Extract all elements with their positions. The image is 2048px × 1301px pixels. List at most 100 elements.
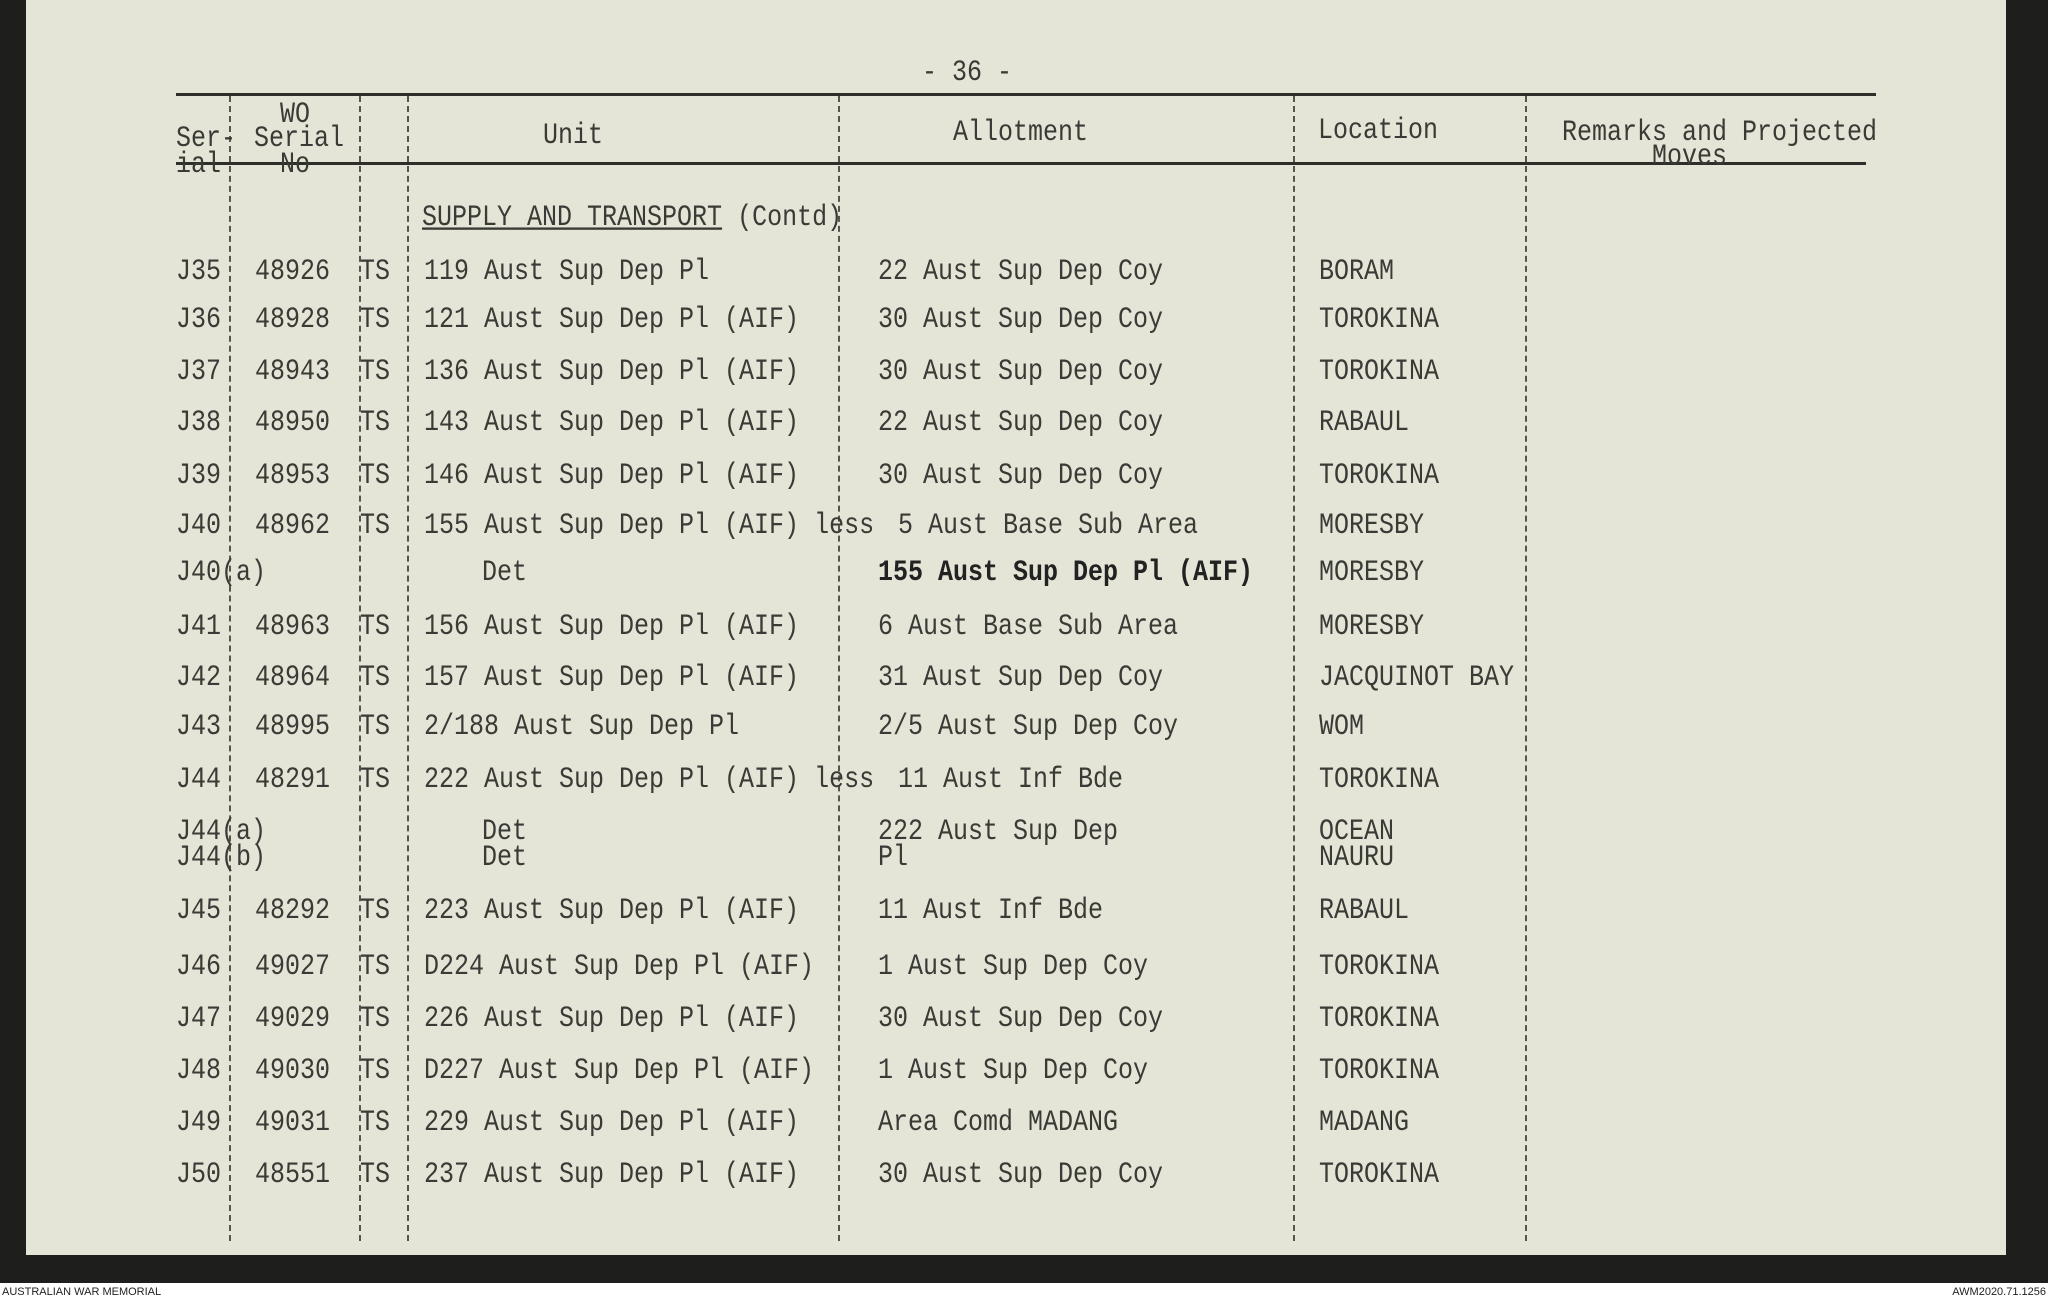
cell-location: TOROKINA <box>1319 354 1440 389</box>
cell-serial: J44 <box>176 762 222 797</box>
header-wo: No <box>280 147 311 182</box>
cell-serial: J49 <box>176 1105 222 1140</box>
cell-unit: 2/188 Aust Sup Dep Pl <box>424 709 740 744</box>
cell-wo: 49031 <box>255 1105 331 1140</box>
cell-wo: 48953 <box>255 458 331 493</box>
cell-allotment: 1 Aust Sup Dep Coy <box>878 949 1149 984</box>
cell-serial: J43 <box>176 709 222 744</box>
footer-credit: AUSTRALIAN WAR MEMORIAL <box>2 1286 162 1298</box>
cell-unit: 121 Aust Sup Dep Pl (AIF) <box>424 302 800 337</box>
cell-ts: TS <box>360 949 391 984</box>
cell-unit: Det <box>482 555 528 590</box>
cell-serial: J38 <box>176 405 222 440</box>
cell-allotment: 11 Aust Inf Bde <box>878 893 1104 928</box>
section-heading: SUPPLY AND TRANSPORT (Contd) <box>422 200 842 235</box>
cell-allotment: 30 Aust Sup Dep Coy <box>878 354 1164 389</box>
column-divider <box>229 96 231 1241</box>
cell-wo: 48964 <box>255 660 331 695</box>
cell-wo: 48928 <box>255 302 331 337</box>
cell-serial: J47 <box>176 1001 222 1036</box>
cell-allotment: 31 Aust Sup Dep Coy <box>878 660 1164 695</box>
cell-ts: TS <box>360 1105 391 1140</box>
header-wo: Serial <box>254 121 345 156</box>
cell-wo: 48926 <box>255 254 331 289</box>
cell-location: TOROKINA <box>1319 302 1440 337</box>
cell-allotment: 155 Aust Sup Dep Pl (AIF) <box>878 555 1254 590</box>
cell-serial: J36 <box>176 302 222 337</box>
cell-serial: J50 <box>176 1157 222 1192</box>
cell-unit: 226 Aust Sup Dep Pl (AIF) <box>424 1001 800 1036</box>
header-allotment: Allotment <box>953 115 1089 150</box>
cell-allotment: 11 Aust Inf Bde <box>898 762 1124 797</box>
cell-wo: 48292 <box>255 893 331 928</box>
cell-allotment: 1 Aust Sup Dep Coy <box>878 1053 1149 1088</box>
column-divider <box>407 96 409 1241</box>
cell-wo: 48950 <box>255 405 331 440</box>
column-divider <box>359 96 361 1241</box>
cell-allotment: Pl <box>878 840 909 875</box>
cell-allotment: Area Comd MADANG <box>878 1105 1119 1140</box>
cell-wo: 48962 <box>255 508 331 543</box>
cell-unit: 223 Aust Sup Dep Pl (AIF) <box>424 893 800 928</box>
cell-serial: J39 <box>176 458 222 493</box>
header-remarks: Remarks and Projected <box>1562 115 1878 150</box>
header-serial: Ser- <box>176 121 237 156</box>
cell-serial: J46 <box>176 949 222 984</box>
cell-location: OCEAN <box>1319 814 1395 849</box>
cell-allotment: 5 Aust Base Sub Area <box>898 508 1199 543</box>
cell-ts: TS <box>360 508 391 543</box>
footer-reference: AWM2020.71.1256 <box>1952 1286 2046 1298</box>
cell-unit: Det <box>482 814 528 849</box>
document-page <box>26 0 2006 1255</box>
cell-ts: TS <box>360 405 391 440</box>
cell-unit: 156 Aust Sup Dep Pl (AIF) <box>424 609 800 644</box>
cell-unit: 146 Aust Sup Dep Pl (AIF) <box>424 458 800 493</box>
footer: AUSTRALIAN WAR MEMORIAL AWM2020.71.1256 <box>0 1283 2048 1301</box>
cell-allotment: 22 Aust Sup Dep Coy <box>878 405 1164 440</box>
cell-location: TOROKINA <box>1319 1001 1440 1036</box>
cell-wo: 48551 <box>255 1157 331 1192</box>
cell-unit: Det <box>482 840 528 875</box>
cell-location: TOROKINA <box>1319 458 1440 493</box>
cell-location: JACQUINOT BAY <box>1319 660 1515 695</box>
top-rule <box>176 93 1876 96</box>
cell-wo: 49029 <box>255 1001 331 1036</box>
cell-serial: J44(b) <box>176 840 267 875</box>
header-rule <box>176 162 1866 165</box>
column-divider <box>1525 96 1527 1241</box>
cell-unit: 222 Aust Sup Dep Pl (AIF) less <box>424 762 875 797</box>
cell-allotment: 30 Aust Sup Dep Coy <box>878 1001 1164 1036</box>
cell-location: TOROKINA <box>1319 1157 1440 1192</box>
cell-ts: TS <box>360 1001 391 1036</box>
cell-ts: TS <box>360 458 391 493</box>
cell-location: RABAUL <box>1319 893 1410 928</box>
cell-location: MADANG <box>1319 1105 1410 1140</box>
cell-location: TOROKINA <box>1319 1053 1440 1088</box>
cell-location: NAURU <box>1319 840 1395 875</box>
cell-location: WOM <box>1319 709 1365 744</box>
cell-unit: 237 Aust Sup Dep Pl (AIF) <box>424 1157 800 1192</box>
cell-wo: 49027 <box>255 949 331 984</box>
cell-ts: TS <box>360 1157 391 1192</box>
cell-ts: TS <box>360 893 391 928</box>
cell-location: RABAUL <box>1319 405 1410 440</box>
header-wo: WO <box>280 97 311 132</box>
cell-allotment: 30 Aust Sup Dep Coy <box>878 302 1164 337</box>
section-title: SUPPLY AND TRANSPORT <box>422 200 723 235</box>
cell-allotment: 6 Aust Base Sub Area <box>878 609 1179 644</box>
cell-serial: J42 <box>176 660 222 695</box>
cell-serial: J44(a) <box>176 814 267 849</box>
cell-unit: D224 Aust Sup Dep Pl (AIF) <box>424 949 815 984</box>
header-remarks: Moves <box>1652 139 1728 174</box>
cell-unit: 155 Aust Sup Dep Pl (AIF) less <box>424 508 875 543</box>
cell-serial: J41 <box>176 609 222 644</box>
cell-unit: 143 Aust Sup Dep Pl (AIF) <box>424 405 800 440</box>
cell-unit: 136 Aust Sup Dep Pl (AIF) <box>424 354 800 389</box>
column-divider <box>838 96 840 1241</box>
cell-allotment: 30 Aust Sup Dep Coy <box>878 458 1164 493</box>
cell-ts: TS <box>360 762 391 797</box>
cell-unit: 229 Aust Sup Dep Pl (AIF) <box>424 1105 800 1140</box>
cell-serial: J40 <box>176 508 222 543</box>
cell-ts: TS <box>360 354 391 389</box>
cell-ts: TS <box>360 302 391 337</box>
